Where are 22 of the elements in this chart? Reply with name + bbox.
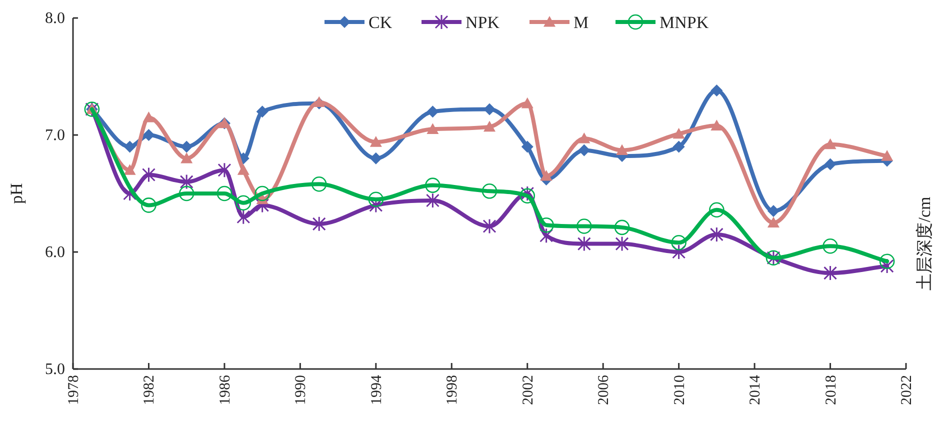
x-tick-label: 2010 — [672, 375, 688, 405]
x-tick-label: 1978 — [66, 375, 82, 405]
x-tick-label: 2014 — [748, 374, 764, 405]
legend-label: CK — [368, 13, 393, 32]
x-tick-label: 1994 — [368, 374, 385, 405]
y-tick-label: 8.0 — [45, 10, 65, 27]
y-axis-title: pH — [7, 183, 26, 204]
x-tick-label: 1986 — [217, 374, 234, 405]
x-tick-label: 2002 — [520, 375, 536, 405]
x-tick-label: 1982 — [142, 375, 158, 405]
y-tick-label: 6.0 — [45, 244, 65, 261]
legend-label: MNPK — [660, 13, 710, 32]
y2-axis-title: 土层深度/cm — [915, 196, 934, 290]
x-tick-label: 2006 — [596, 374, 612, 405]
x-tick-label: 2022 — [899, 375, 915, 405]
y-tick-label: 7.0 — [45, 127, 65, 144]
x-tick-label: 1998 — [444, 375, 461, 405]
legend-label: M — [574, 13, 589, 32]
x-tick-label: 2018 — [823, 375, 840, 405]
y-tick-label: 5.0 — [45, 361, 65, 378]
legend-label: NPK — [466, 13, 500, 32]
x-tick-label: 1990 — [293, 375, 310, 405]
